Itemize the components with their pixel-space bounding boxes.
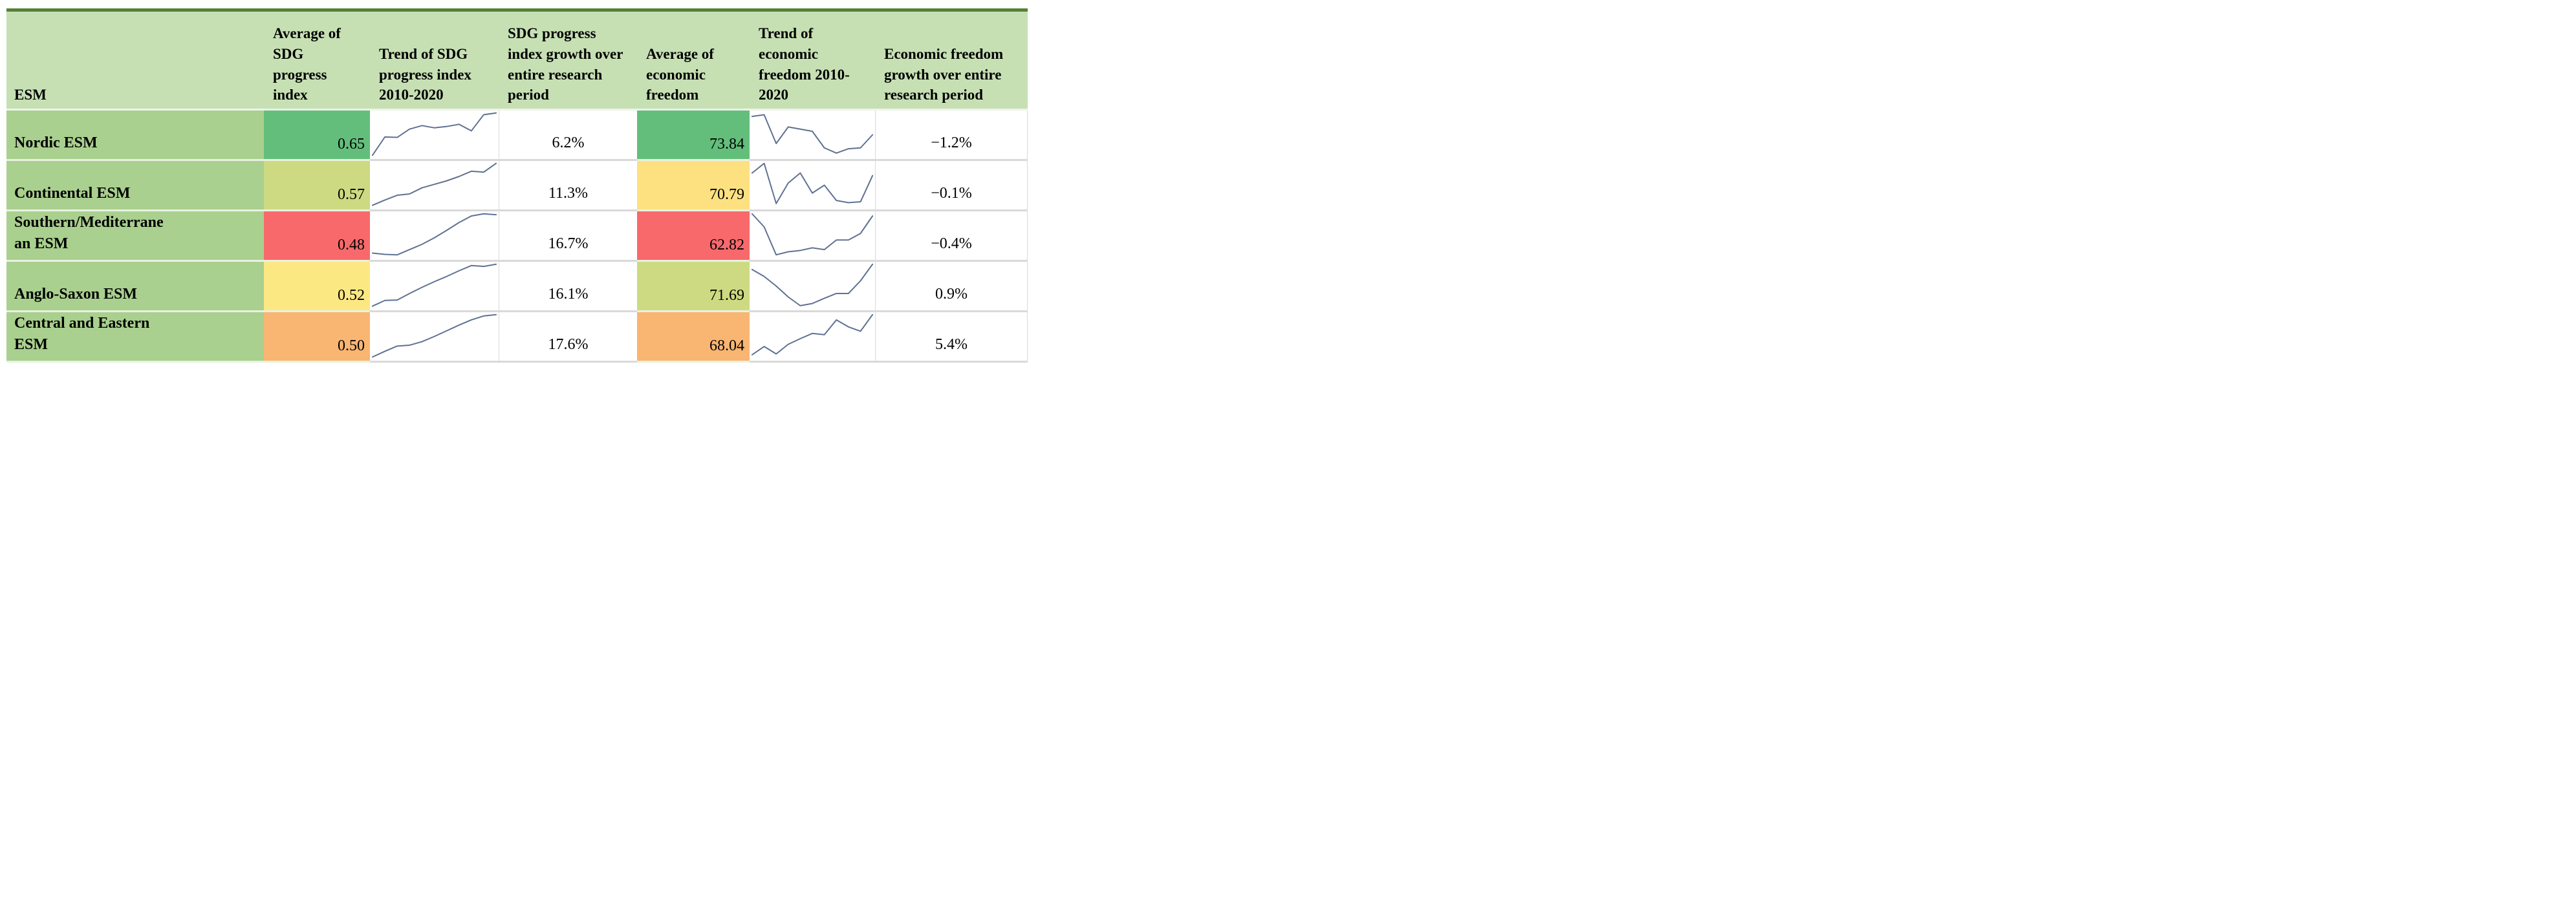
col-header-sdg-trend: Trend of SDG progress index 2010-2020	[370, 12, 499, 111]
ef-trend-sparkline	[750, 111, 875, 161]
table-top-border	[6, 8, 1028, 12]
sparkline-svg	[370, 312, 499, 361]
table-grid: ESM Average of SDG progress index Trend …	[6, 12, 1028, 363]
sparkline-svg	[370, 161, 499, 209]
sdg-growth-cell: 16.1%	[499, 262, 637, 312]
row-label: Continental ESM	[6, 161, 264, 211]
ef-growth-cell: −1.2%	[875, 111, 1028, 161]
sparkline-svg	[370, 111, 499, 159]
ef-growth-cell: −0.1%	[875, 161, 1028, 211]
col-header-avg-sdg: Average of SDG progress index	[264, 12, 370, 111]
sdg-trend-sparkline	[370, 161, 499, 211]
sparkline-svg	[750, 161, 875, 209]
row-label: Central and Eastern ESM	[6, 312, 264, 363]
sparkline-svg	[750, 111, 875, 159]
sparkline-svg	[370, 211, 499, 260]
avg-ef-cell: 68.04	[637, 312, 750, 363]
avg-sdg-cell: 0.65	[264, 111, 370, 161]
row-label: Anglo-Saxon ESM	[6, 262, 264, 312]
sparkline-svg	[370, 262, 499, 310]
ef-trend-sparkline	[750, 312, 875, 363]
sdg-growth-cell: 17.6%	[499, 312, 637, 363]
sparkline-svg	[750, 312, 875, 361]
sdg-growth-cell: 16.7%	[499, 211, 637, 262]
ef-trend-sparkline	[750, 161, 875, 211]
avg-ef-cell: 62.82	[637, 211, 750, 262]
col-header-ef-trend: Trend of economic freedom 2010- 2020	[750, 12, 875, 111]
row-label: Southern/Mediterrane an ESM	[6, 211, 264, 262]
ef-trend-sparkline	[750, 211, 875, 262]
avg-sdg-cell: 0.52	[264, 262, 370, 312]
sdg-trend-sparkline	[370, 312, 499, 363]
sparkline-svg	[750, 262, 875, 310]
col-header-avg-ef: Average of economic freedom	[637, 12, 750, 111]
sparkline-svg	[750, 211, 875, 260]
ef-growth-cell: 0.9%	[875, 262, 1028, 312]
sdg-growth-cell: 11.3%	[499, 161, 637, 211]
col-header-esm: ESM	[6, 12, 264, 111]
ef-trend-sparkline	[750, 262, 875, 312]
avg-ef-cell: 70.79	[637, 161, 750, 211]
avg-ef-cell: 71.69	[637, 262, 750, 312]
col-header-sdg-growth: SDG progress index growth over entire re…	[499, 12, 637, 111]
sdg-trend-sparkline	[370, 211, 499, 262]
avg-ef-cell: 73.84	[637, 111, 750, 161]
avg-sdg-cell: 0.48	[264, 211, 370, 262]
esm-comparison-table: ESM Average of SDG progress index Trend …	[6, 8, 1028, 363]
row-label: Nordic ESM	[6, 111, 264, 161]
sdg-trend-sparkline	[370, 111, 499, 161]
ef-growth-cell: 5.4%	[875, 312, 1028, 363]
avg-sdg-cell: 0.57	[264, 161, 370, 211]
ef-growth-cell: −0.4%	[875, 211, 1028, 262]
sdg-trend-sparkline	[370, 262, 499, 312]
avg-sdg-cell: 0.50	[264, 312, 370, 363]
col-header-ef-growth: Economic freedom growth over entire rese…	[875, 12, 1028, 111]
sdg-growth-cell: 6.2%	[499, 111, 637, 161]
